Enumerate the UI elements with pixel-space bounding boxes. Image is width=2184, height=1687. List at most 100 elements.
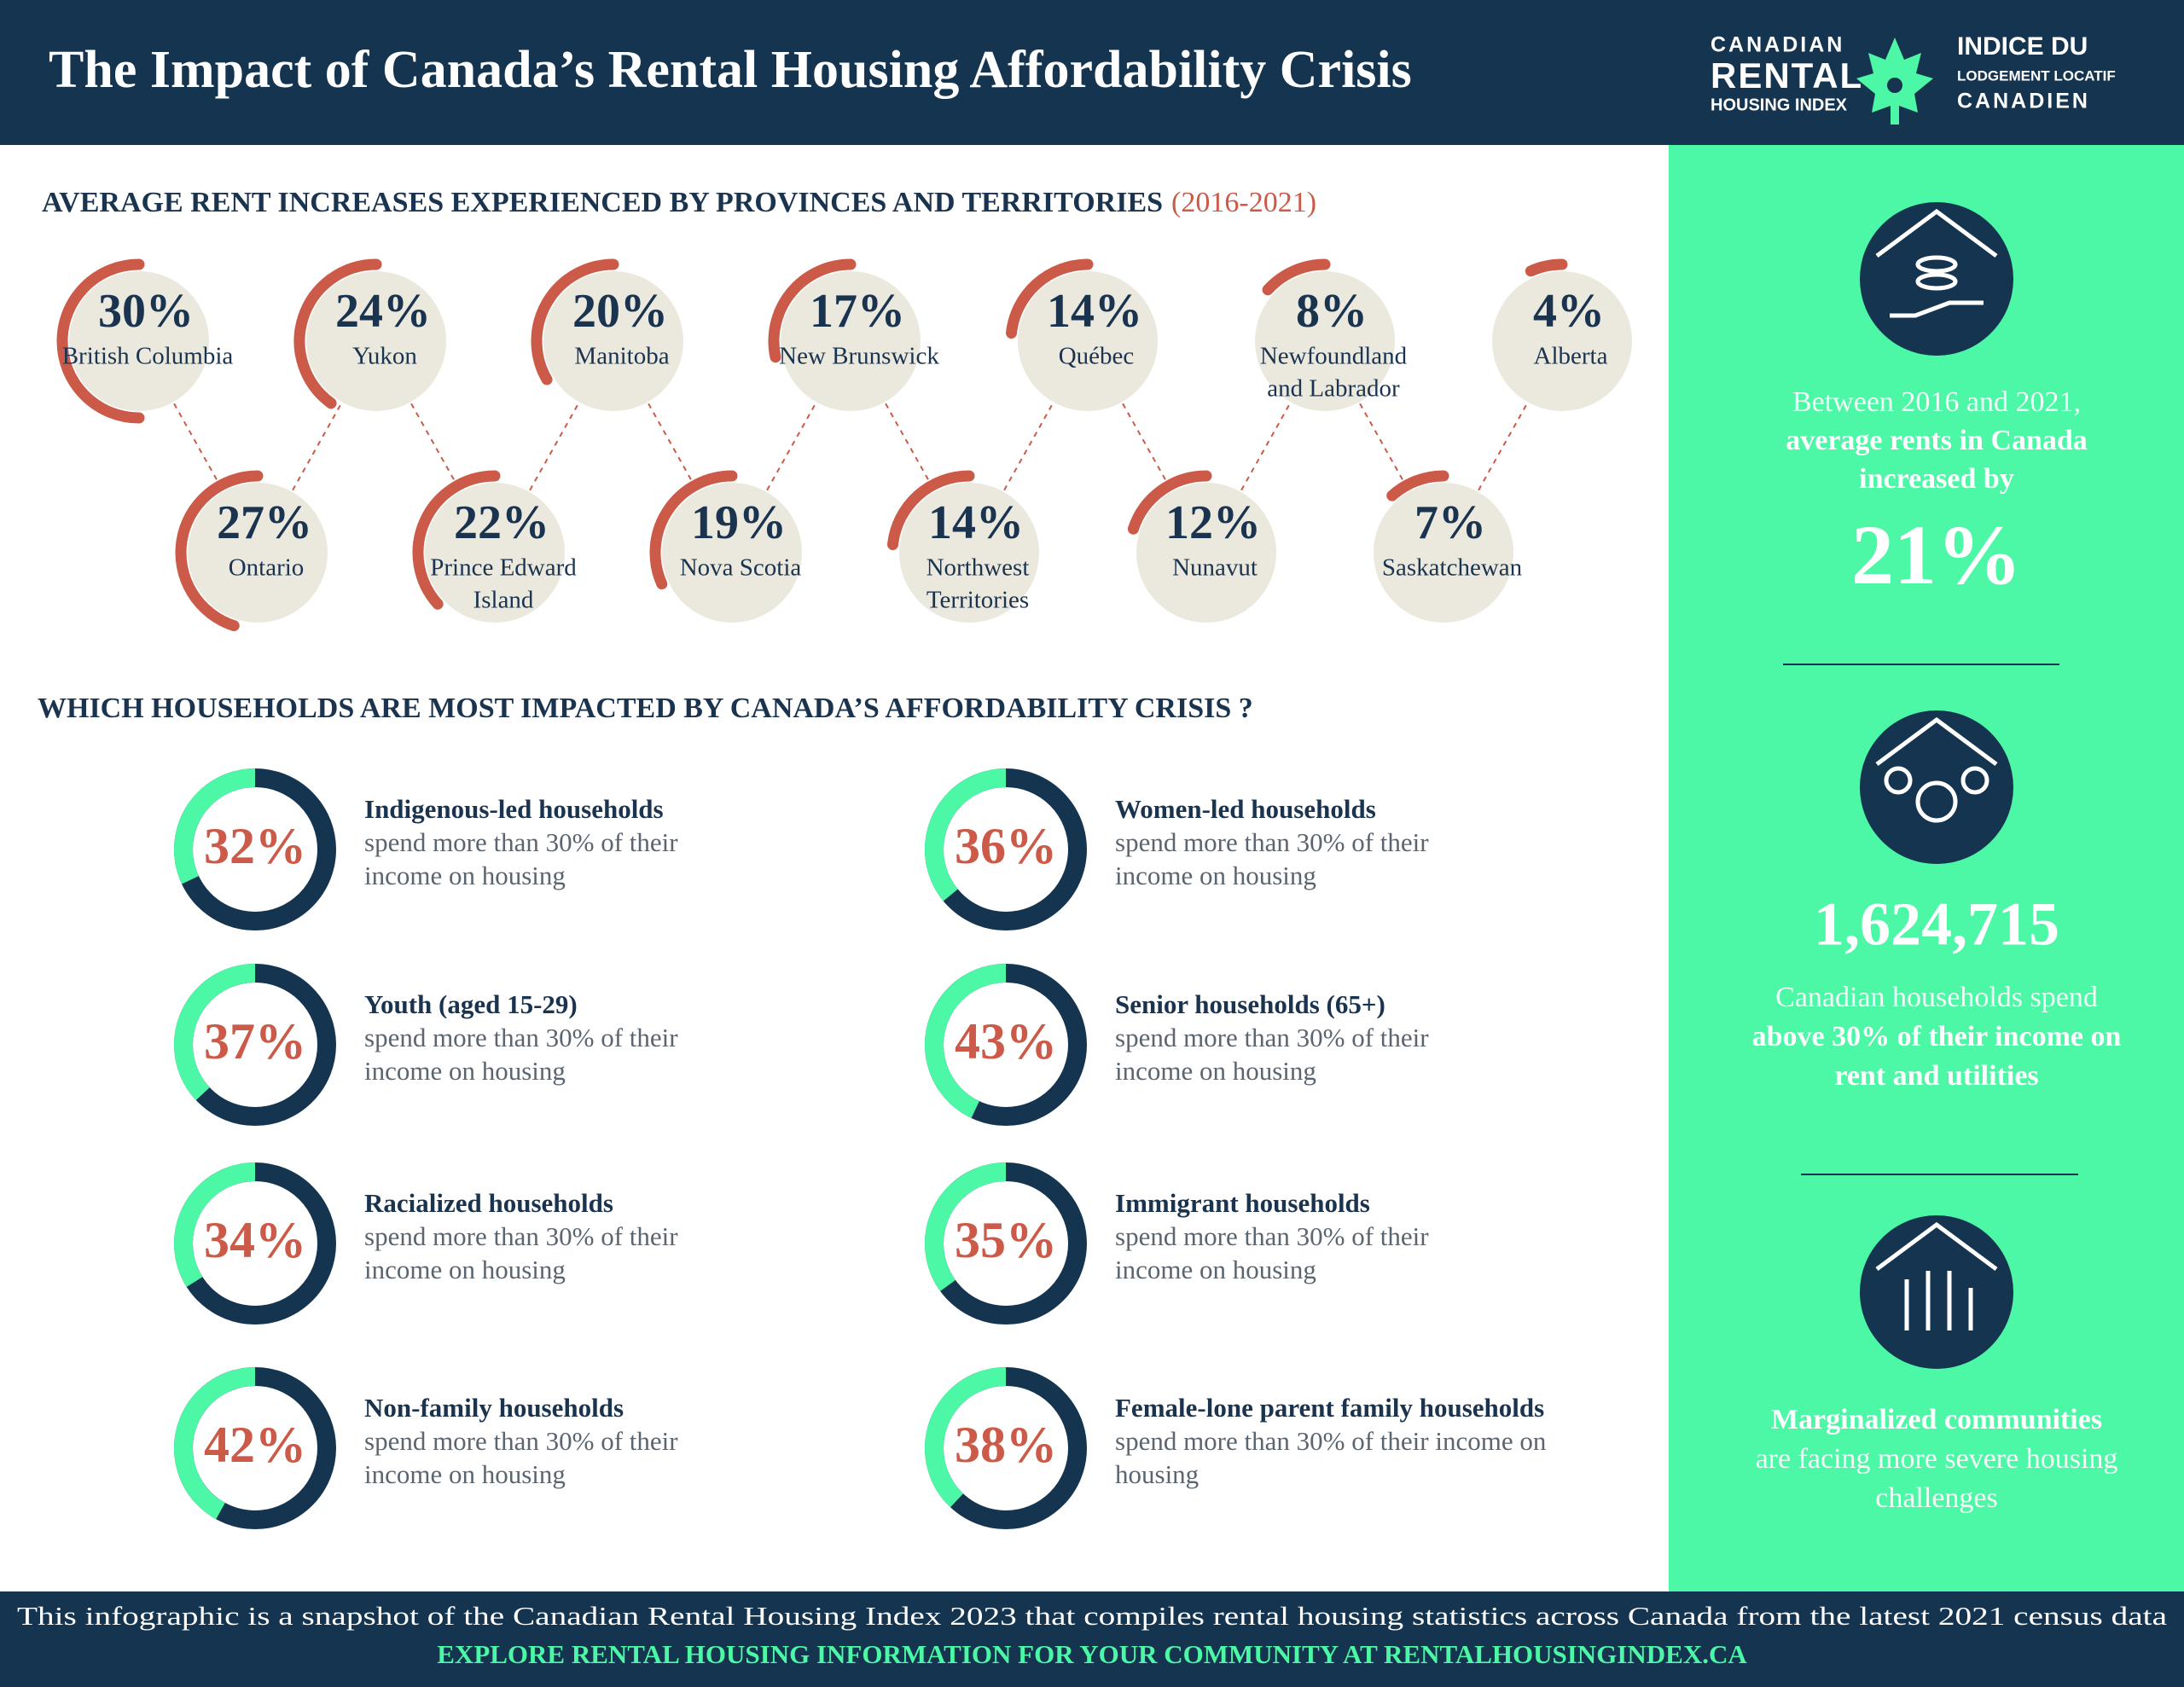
rent-arc	[1525, 258, 1568, 277]
household-label: Senior households (65+)	[1115, 989, 1385, 1019]
province-value: 17%	[810, 285, 905, 338]
province-name: Prince Edward	[430, 554, 577, 582]
province-value: 4%	[1533, 285, 1605, 338]
household-description: housing	[1115, 1459, 1199, 1489]
province-value: 27%	[217, 496, 312, 549]
household-description: spend more than 30% of their	[364, 1426, 678, 1456]
province-circle	[425, 483, 565, 623]
province-value: 12%	[1165, 496, 1261, 549]
donut-arc	[925, 768, 1007, 901]
logo-text: LODGEMENT LOCATIF	[1957, 67, 2116, 84]
province-name: Manitoba	[574, 343, 669, 370]
donut-value: 37%	[204, 1013, 306, 1070]
rent-arc	[531, 258, 619, 386]
province-name: Ontario	[229, 554, 305, 582]
province-name: Saskatchewan	[1382, 554, 1523, 582]
province-value: 8%	[1296, 285, 1368, 338]
rent-arc	[56, 258, 145, 424]
household-label: Indigenous-led households	[364, 794, 664, 824]
sidebar-text: challenges	[1875, 1482, 1998, 1514]
section-title-text: AVERAGE RENT INCREASES EXPERIENCED BY PR…	[42, 187, 1163, 218]
section-period: (2016-2021)	[1171, 187, 1316, 218]
household-description: spend more than 30% of their	[364, 1023, 678, 1052]
province-name: Territories	[926, 587, 1029, 614]
province-value: 20%	[572, 285, 668, 338]
province-value: 14%	[928, 496, 1024, 549]
donut-arc	[925, 964, 1007, 1118]
icon-bg	[1860, 710, 2013, 864]
logo-text: RENTAL	[1711, 55, 1863, 96]
household-description: spend more than 30% of their	[1115, 1023, 1429, 1052]
icon-coin	[1915, 255, 1958, 274]
donut-arc	[174, 1367, 256, 1520]
household-description: income on housing	[1115, 861, 1316, 890]
sidebar-text: are facing more severe housing	[1756, 1443, 2118, 1475]
province-circle	[1018, 271, 1158, 411]
donut-arc	[174, 1162, 256, 1287]
household-description: income on housing	[364, 1459, 566, 1489]
province-value: 22%	[454, 496, 549, 549]
icon-bg	[1860, 202, 2013, 356]
household-description: spend more than 30% of their	[1115, 1221, 1429, 1251]
household-description: income on housing	[364, 1056, 566, 1086]
footer-bar	[0, 1591, 2184, 1687]
logo-text: CANADIAN	[1711, 33, 1844, 57]
household-label: Women-led households	[1115, 794, 1376, 824]
icon-dollar	[1915, 780, 1958, 823]
icon-coin	[1915, 272, 1958, 291]
donut-arc	[925, 1367, 1007, 1508]
province-circle	[543, 271, 683, 411]
icon-roof	[1875, 1221, 1998, 1272]
rent-arc	[649, 470, 738, 590]
province-value: 30%	[98, 285, 194, 338]
icon-roof	[1875, 208, 1998, 258]
province-circle	[1492, 271, 1632, 411]
province-value: 19%	[691, 496, 787, 549]
province-value: 24%	[335, 285, 431, 338]
icon-roof	[1875, 716, 1998, 767]
province-circle	[1255, 271, 1395, 411]
page-title: The Impact of Canada’s Rental Housing Af…	[49, 41, 1412, 99]
province-name: Nunavut	[1172, 554, 1258, 582]
rent-arc	[1262, 258, 1331, 296]
household-label: Immigrant households	[1115, 1188, 1370, 1218]
icon-utility	[1960, 766, 1989, 795]
logo-text: CANADIEN	[1957, 90, 2090, 113]
household-description: income on housing	[364, 1255, 566, 1284]
donut-value: 35%	[955, 1212, 1057, 1268]
province-name: Northwest	[926, 554, 1030, 582]
sidebar-text: rent and utilities	[1834, 1060, 2038, 1092]
rent-arc	[886, 470, 975, 551]
logo-text: INDICE DU	[1957, 32, 2088, 61]
province-circle	[1374, 483, 1513, 623]
icon-family	[1904, 1271, 1973, 1330]
section-title: AVERAGE RENT INCREASES EXPERIENCED BY PR…	[42, 187, 1316, 218]
household-description: spend more than 30% of their income on	[1115, 1426, 1547, 1456]
donut-value: 34%	[204, 1212, 306, 1268]
donut-arc	[174, 768, 256, 884]
household-label: Racialized households	[364, 1188, 613, 1218]
donut-value: 32%	[204, 818, 306, 874]
province-circle	[1136, 483, 1276, 623]
rent-arc	[768, 258, 857, 363]
province-name: Québec	[1059, 343, 1135, 370]
footer-cta[interactable]: EXPLORE RENTAL HOUSING INFORMATION FOR Y…	[437, 1639, 1747, 1669]
sidebar-text: Marginalized communities	[1771, 1404, 2102, 1435]
household-description: income on housing	[1115, 1255, 1316, 1284]
donut-value: 38%	[955, 1417, 1057, 1473]
donut-arc	[925, 1162, 1007, 1291]
household-description: income on housing	[364, 861, 566, 890]
province-circle	[662, 483, 802, 623]
sidebar-text: above 30% of their income on	[1752, 1021, 2122, 1052]
province-name: Alberta	[1534, 343, 1608, 370]
rent-arc	[175, 470, 264, 632]
household-label: Non-family households	[364, 1393, 624, 1423]
household-label: Youth (aged 15-29)	[364, 989, 578, 1019]
province-name: New Brunswick	[779, 343, 939, 370]
sidebar-text: Between 2016 and 2021,	[1792, 386, 2081, 418]
sidebar-panel	[1669, 145, 2184, 1591]
household-description: income on housing	[1115, 1056, 1316, 1086]
household-description: spend more than 30% of their	[364, 1221, 678, 1251]
